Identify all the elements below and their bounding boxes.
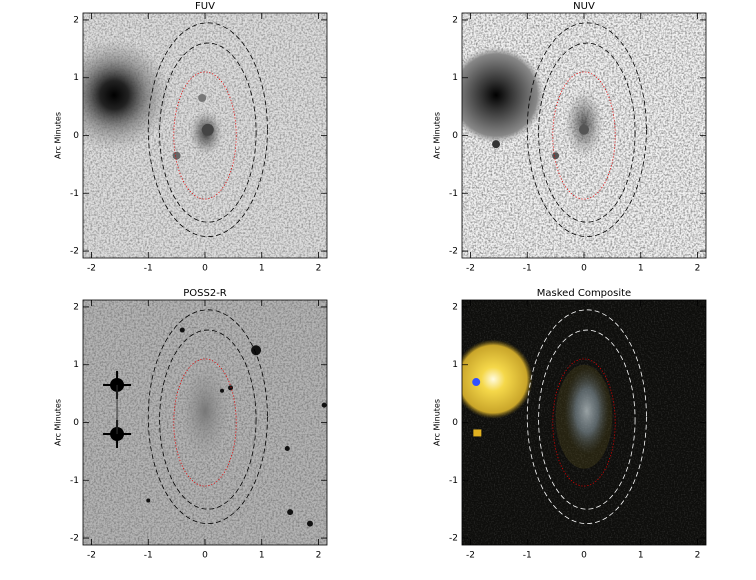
x-tick-label: -1: [144, 551, 153, 561]
y-tick-label: -1: [70, 189, 79, 199]
aperture: [147, 309, 268, 525]
y-tick-label: 0: [452, 418, 458, 428]
aperture: [147, 22, 268, 238]
bright-source: [462, 46, 545, 144]
galaxy: [179, 361, 231, 461]
x-tick-label: 1: [259, 264, 265, 274]
aperture: [526, 309, 647, 525]
y-tick-label: 2: [452, 302, 458, 312]
y-tick-label: -1: [449, 476, 458, 486]
star: [251, 345, 262, 356]
bright-core: [472, 378, 481, 387]
star: [146, 498, 151, 503]
galaxy-glow: [555, 364, 613, 469]
x-tick-label: 0: [581, 264, 587, 274]
y-tick-label: 2: [452, 15, 458, 25]
y-tick-label: -2: [449, 247, 458, 257]
aperture: [538, 329, 636, 510]
x-tick-label: 0: [202, 551, 208, 561]
y-tick-label: 2: [73, 15, 79, 25]
y-tick-label: 0: [452, 131, 458, 141]
image: [83, 13, 327, 258]
panel-title: POSS2-R: [183, 288, 227, 299]
aperture: [552, 71, 616, 200]
x-tick-label: 2: [316, 551, 322, 561]
knot: [172, 151, 181, 160]
bright-source: [473, 429, 482, 437]
panel: POSS2-R Arc Minutes -2 -1 0 1 2 -2 -1 0 1 2: [54, 288, 328, 561]
star: [287, 509, 294, 516]
knot: [201, 123, 214, 136]
x-tick-label: -2: [466, 551, 475, 561]
star: [220, 388, 225, 393]
knot: [492, 140, 501, 149]
y-tick-label: -1: [449, 189, 458, 199]
x-tick-label: -1: [144, 264, 153, 274]
x-tick-label: 0: [581, 551, 587, 561]
y-tick-label: -2: [449, 534, 458, 544]
y-tick-label: 1: [452, 360, 458, 370]
star: [284, 446, 290, 452]
knot: [198, 93, 207, 102]
image: [462, 300, 706, 545]
image: [462, 13, 706, 258]
y-tick-label: 2: [73, 302, 79, 312]
panel: FUV Arc Minutes -2 -1 0 1 2 -2 -1 0 1 2: [54, 1, 328, 274]
aperture: [159, 42, 257, 223]
x-tick-label: -2: [87, 264, 96, 274]
y-tick-label: 0: [73, 418, 79, 428]
galaxy: [564, 89, 604, 159]
aperture: [552, 358, 616, 487]
x-tick-label: 1: [259, 551, 265, 561]
x-tick-label: 1: [638, 264, 644, 274]
y-axis-label: Arc Minutes: [433, 399, 442, 446]
aperture: [526, 22, 647, 238]
aperture: [173, 358, 237, 487]
panel-title: NUV: [573, 1, 595, 12]
x-tick-label: 2: [695, 264, 701, 274]
y-axis-label: Arc Minutes: [54, 399, 63, 446]
panel: Masked Composite Arc Minutes -2 -1 0 1 2 -2 -1 0 1…: [433, 288, 707, 561]
aperture: [538, 42, 636, 223]
star: [306, 520, 313, 527]
knot: [552, 152, 560, 160]
image: [83, 300, 327, 545]
y-tick-label: 1: [452, 73, 458, 83]
x-tick-label: 0: [202, 264, 208, 274]
panel-title: FUV: [195, 1, 215, 12]
x-tick-label: -1: [523, 551, 532, 561]
x-tick-label: -2: [466, 264, 475, 274]
knot: [579, 124, 589, 135]
aperture: [173, 71, 237, 200]
galaxy: [564, 367, 610, 455]
x-tick-label: 2: [695, 551, 701, 561]
panel-title: Masked Composite: [537, 288, 631, 299]
star: [228, 385, 234, 391]
y-axis-label: Arc Minutes: [54, 112, 63, 159]
y-tick-label: -2: [70, 534, 79, 544]
bright-source: [83, 38, 171, 152]
x-tick-label: -1: [523, 264, 532, 274]
y-axis-label: Arc Minutes: [433, 112, 442, 159]
star: [179, 327, 185, 333]
y-tick-label: 1: [73, 73, 79, 83]
y-tick-label: -1: [70, 476, 79, 486]
y-tick-label: 0: [73, 131, 79, 141]
y-tick-label: -2: [70, 247, 79, 257]
star: [321, 402, 327, 408]
bright-source: [462, 339, 533, 419]
panel: NUV Arc Minutes -2 -1 0 1 2 -2 -1 0 1 2: [433, 1, 707, 274]
x-tick-label: 2: [316, 264, 322, 274]
x-tick-label: -2: [87, 551, 96, 561]
aperture: [159, 329, 257, 510]
x-tick-label: 1: [638, 551, 644, 561]
y-tick-label: 1: [73, 360, 79, 370]
